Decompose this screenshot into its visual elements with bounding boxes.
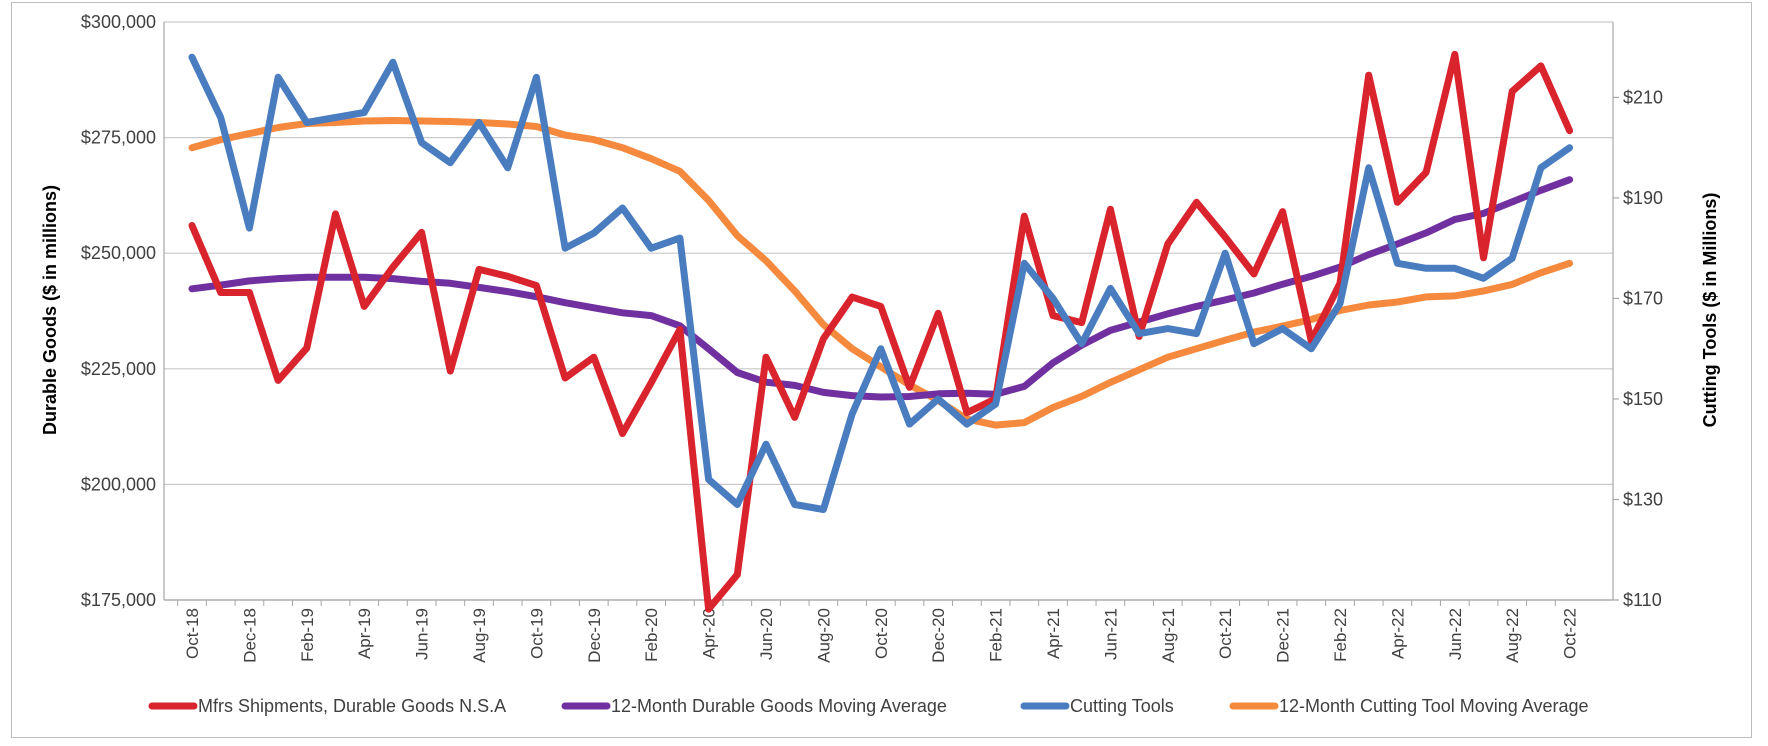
left-axis: $175,000 $200,000 $225,000 $250,000 $275,000… xyxy=(81,12,165,610)
series-line xyxy=(188,50,1574,613)
series-layer xyxy=(188,50,1574,613)
x-tick-label: Apr-20 xyxy=(700,608,719,659)
left-tick-label: $275,000 xyxy=(81,128,156,148)
right-tick-label: $170 xyxy=(1623,288,1663,308)
x-tick-label: Apr-22 xyxy=(1388,608,1407,659)
x-tick-label: Feb-20 xyxy=(642,608,661,662)
x-axis: Oct-18 Dec-18 Feb-19 Apr-19 Jun-19 Aug-19 Oct-… xyxy=(164,599,1613,663)
x-tick-label: Oct-20 xyxy=(872,608,891,659)
legend: Mfrs Shipments, Durable Goods N.S.A 12-Mo… xyxy=(148,696,1589,716)
x-tick-label: Feb-21 xyxy=(987,608,1006,662)
right-axis-title: Cutting Tools ($ in Millions) xyxy=(1700,193,1720,428)
x-tick-label: Jun-21 xyxy=(1101,608,1120,660)
legend-label: 12-Month Cutting Tool Moving Average xyxy=(1279,696,1589,716)
series-line xyxy=(188,53,1574,513)
x-tick-label: Dec-18 xyxy=(240,608,259,663)
x-tick-label: Jun-20 xyxy=(757,608,776,660)
x-tick-label: Dec-21 xyxy=(1274,608,1293,663)
x-tick-label: Oct-21 xyxy=(1216,608,1235,659)
x-tick-label: Jun-19 xyxy=(413,608,432,660)
x-tick-label: Aug-20 xyxy=(814,608,833,663)
legend-label: 12-Month Durable Goods Moving Average xyxy=(611,696,947,716)
x-tick-label: Oct-22 xyxy=(1561,608,1580,659)
gridlines xyxy=(164,21,1613,601)
left-tick-label: $175,000 xyxy=(81,590,156,610)
x-tick-label: Aug-22 xyxy=(1503,608,1522,663)
x-tick-label: Apr-21 xyxy=(1044,608,1063,659)
left-tick-label: $200,000 xyxy=(81,474,156,494)
x-tick-label: Aug-21 xyxy=(1159,608,1178,663)
right-tick-label: $110 xyxy=(1623,590,1662,610)
x-tick-label: Dec-19 xyxy=(585,608,604,663)
x-tick-label: Dec-20 xyxy=(929,608,948,663)
x-tick-label: Feb-19 xyxy=(298,608,317,662)
left-tick-label: $250,000 xyxy=(81,243,156,263)
right-tick-label: $190 xyxy=(1623,188,1663,208)
legend-label: Cutting Tools xyxy=(1070,696,1174,716)
right-axis: $110 $130 $150 $170 $190 $210 xyxy=(1612,22,1663,610)
left-tick-label: $300,000 xyxy=(81,12,156,32)
x-tick-label: Jun-22 xyxy=(1446,608,1465,660)
legend-label: Mfrs Shipments, Durable Goods N.S.A xyxy=(198,696,506,716)
x-tick-label: Oct-18 xyxy=(183,608,202,659)
right-tick-label: $150 xyxy=(1623,389,1663,409)
left-tick-label: $225,000 xyxy=(81,359,156,379)
x-tick-label: Aug-19 xyxy=(470,608,489,663)
right-tick-label: $130 xyxy=(1623,489,1663,509)
x-tick-label: Feb-22 xyxy=(1331,608,1350,662)
series-line xyxy=(188,117,1574,429)
x-tick-label: Apr-19 xyxy=(355,608,374,659)
left-axis-title: Durable Goods ($ in millions) xyxy=(40,185,60,435)
right-tick-label: $210 xyxy=(1623,87,1663,107)
x-tick-label: Oct-19 xyxy=(527,608,546,659)
